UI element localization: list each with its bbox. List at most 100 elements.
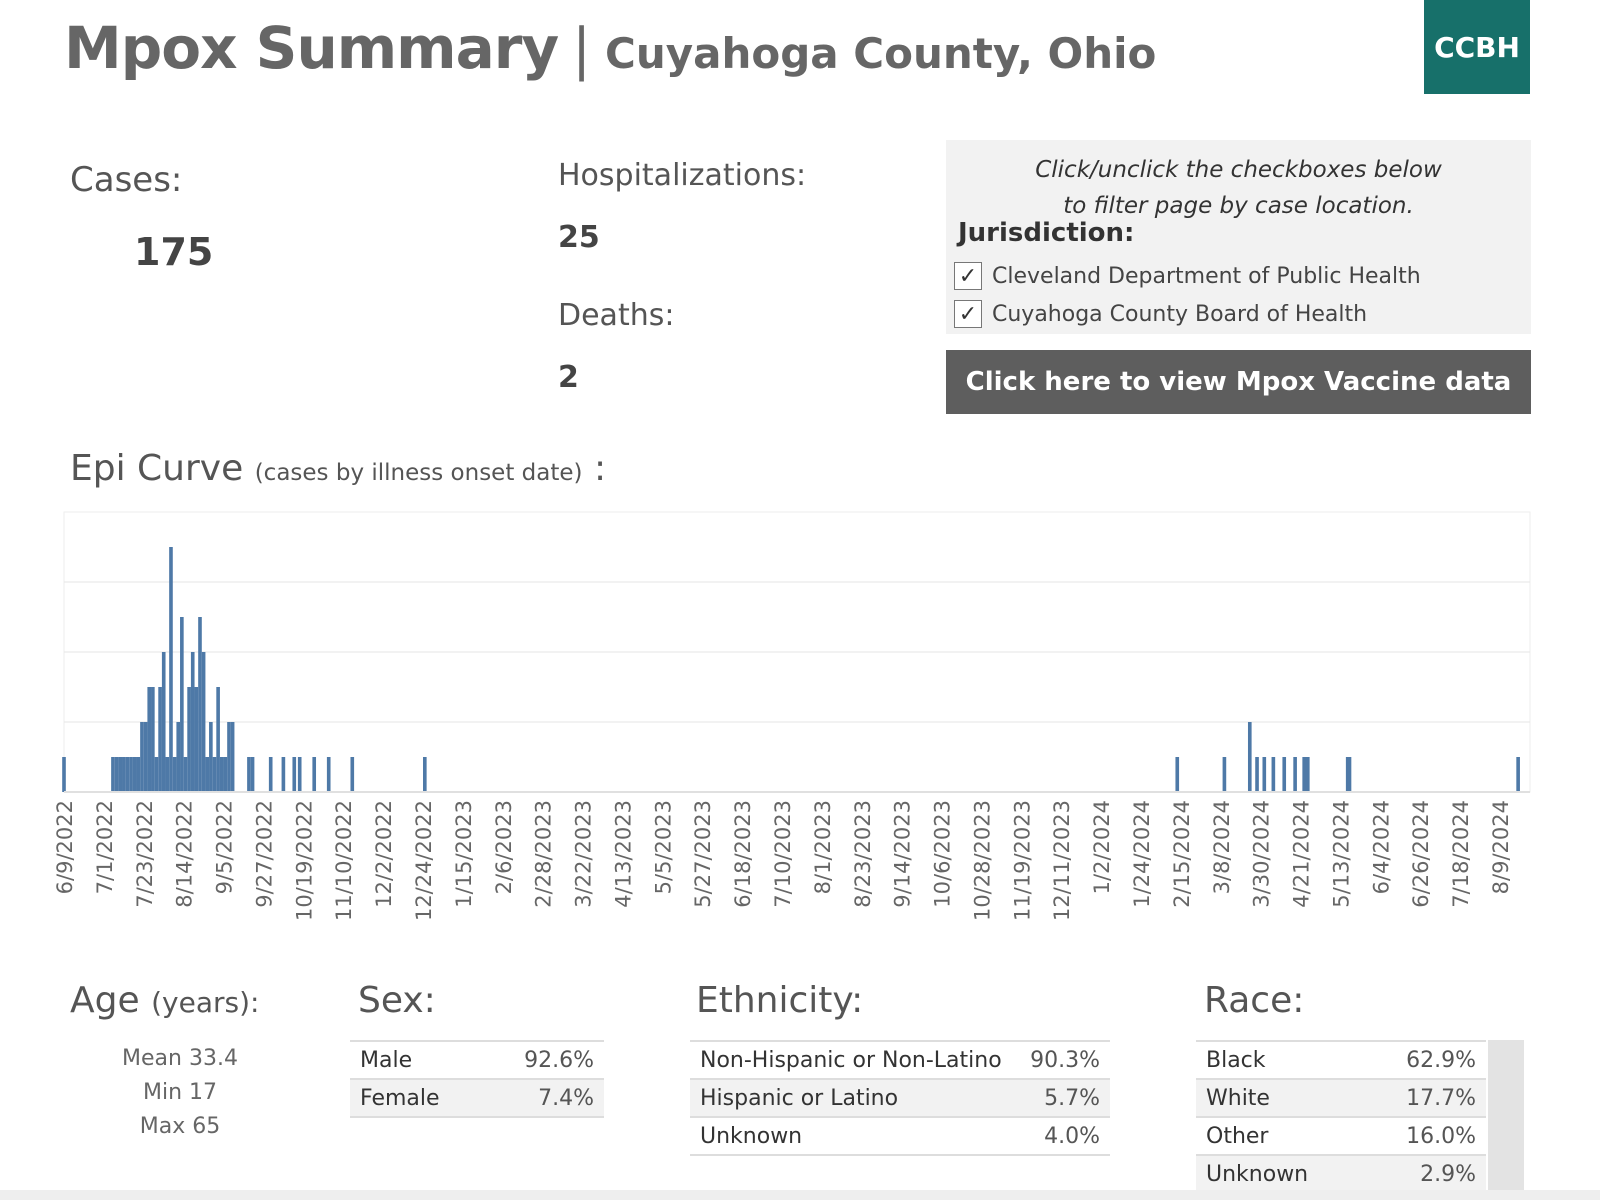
age-title-note: (years):: [151, 986, 260, 1019]
epi-bar[interactable]: [350, 757, 355, 792]
epi-bar[interactable]: [292, 757, 297, 792]
x-tick-label: 3/22/2023: [572, 800, 596, 908]
epi-bar[interactable]: [143, 722, 148, 792]
x-tick-label: 9/5/2022: [213, 800, 237, 894]
checkbox-cuyahoga[interactable]: ✓: [954, 300, 982, 328]
epi-bar[interactable]: [62, 757, 66, 792]
epi-bar[interactable]: [1222, 757, 1227, 792]
cases-value: 175: [134, 230, 214, 274]
ccbh-logo[interactable]: CCBH: [1424, 0, 1530, 94]
sex-label: Male: [350, 1040, 484, 1079]
x-tick-label: 8/9/2024: [1489, 800, 1513, 894]
x-tick-label: 3/8/2024: [1210, 800, 1234, 894]
epi-bar[interactable]: [1255, 757, 1259, 792]
x-tick-label: 10/19/2022: [292, 800, 316, 921]
epi-bar[interactable]: [230, 722, 235, 792]
sex-value: 92.6%: [483, 1040, 604, 1079]
epi-bar[interactable]: [250, 757, 255, 792]
epi-bar[interactable]: [423, 757, 427, 792]
epi-bar[interactable]: [281, 757, 286, 792]
epi-curve-chart[interactable]: 6/9/2022 7/1/2022 7/23/2022 8/14/2022 9/5/20…: [0, 500, 1600, 940]
epi-bar[interactable]: [180, 617, 184, 792]
epi-bar[interactable]: [326, 757, 331, 792]
race-title: Race:: [1204, 980, 1305, 1021]
table-row: White 17.7%: [1196, 1078, 1486, 1117]
epi-bar[interactable]: [1271, 757, 1276, 792]
x-tick-label: 10/28/2023: [970, 800, 994, 921]
epi-bar[interactable]: [194, 687, 199, 792]
epi-bar[interactable]: [187, 687, 191, 792]
epi-bar[interactable]: [1247, 722, 1252, 792]
epi-bar[interactable]: [1262, 757, 1267, 792]
checkbox-cleveland[interactable]: ✓: [954, 262, 982, 290]
epi-bar[interactable]: [172, 757, 177, 792]
x-tick-label: 5/5/2023: [651, 800, 675, 894]
deaths-value: 2: [558, 360, 579, 395]
epi-bar[interactable]: [1345, 757, 1350, 792]
sex-table: Male 92.6% Female 7.4%: [350, 1040, 604, 1118]
epi-bar[interactable]: [140, 722, 144, 792]
x-tick-label: 7/23/2022: [133, 800, 157, 908]
epi-bar[interactable]: [1282, 757, 1287, 792]
epi-bar[interactable]: [198, 617, 202, 792]
epi-bar[interactable]: [1175, 757, 1180, 792]
epi-bar[interactable]: [1293, 757, 1297, 792]
epi-bar[interactable]: [1516, 757, 1520, 792]
epi-bar[interactable]: [154, 757, 159, 792]
epi-bar[interactable]: [122, 757, 126, 792]
race-value: 17.7%: [1363, 1078, 1486, 1117]
x-tick-label: 5/27/2023: [691, 800, 715, 908]
x-tick-label: 2/28/2023: [532, 800, 556, 908]
epi-bar[interactable]: [161, 652, 166, 792]
epi-bar[interactable]: [212, 757, 217, 792]
epi-bar[interactable]: [219, 757, 224, 792]
epi-bar[interactable]: [169, 547, 173, 792]
epi-bar[interactable]: [1302, 757, 1306, 792]
age-max: Max 65: [139, 1114, 221, 1139]
race-label: Black: [1196, 1040, 1364, 1079]
epi-title-note: (cases by illness onset date): [254, 460, 583, 486]
epi-bar[interactable]: [165, 757, 170, 792]
x-tick-label: 6/9/2022: [53, 800, 77, 894]
filter-item-cleveland[interactable]: ✓ Cleveland Department of Public Health: [954, 262, 1421, 290]
epi-bar[interactable]: [312, 757, 317, 792]
epi-bar[interactable]: [125, 757, 130, 792]
epi-bar[interactable]: [129, 757, 133, 792]
epi-bar[interactable]: [136, 757, 141, 792]
page-subtitle: Cuyahoga County, Ohio: [605, 29, 1157, 78]
epi-bar[interactable]: [209, 722, 213, 792]
vaccine-data-button[interactable]: Click here to view Mpox Vaccine data: [946, 350, 1531, 414]
x-tick-label: 8/14/2022: [173, 800, 197, 908]
epi-bar[interactable]: [297, 757, 302, 792]
epi-bar[interactable]: [1347, 757, 1352, 792]
x-tick-label: 1/15/2023: [452, 800, 476, 908]
epi-bar[interactable]: [158, 687, 162, 792]
x-tick-label: 5/13/2024: [1329, 800, 1353, 908]
epi-bar[interactable]: [147, 687, 152, 792]
epi-bar[interactable]: [132, 757, 137, 792]
epi-bar[interactable]: [114, 757, 119, 792]
epi-bar[interactable]: [176, 722, 181, 792]
epi-bar[interactable]: [223, 757, 228, 792]
epi-bar[interactable]: [268, 757, 273, 792]
table-row: Hispanic or Latino 5.7%: [690, 1078, 1110, 1117]
ethnicity-value: 4.0%: [1018, 1116, 1110, 1156]
filter-item-cuyahoga[interactable]: ✓ Cuyahoga County Board of Health: [954, 300, 1367, 328]
epi-bar[interactable]: [118, 757, 123, 792]
epi-bar[interactable]: [1305, 757, 1310, 792]
epi-bar[interactable]: [111, 757, 115, 792]
epi-bar[interactable]: [190, 652, 195, 792]
filter-item-label: Cuyahoga County Board of Health: [992, 301, 1368, 327]
age-title: Age (years):: [70, 980, 259, 1021]
ethnicity-label: Non-Hispanic or Non-Latino: [690, 1040, 1019, 1079]
epi-bar[interactable]: [151, 687, 155, 792]
epi-bar[interactable]: [227, 722, 231, 792]
epi-bar[interactable]: [247, 757, 251, 792]
x-tick-label: 6/4/2024: [1369, 800, 1393, 894]
epi-bar[interactable]: [201, 652, 206, 792]
epi-bar[interactable]: [216, 687, 220, 792]
epi-bar[interactable]: [205, 757, 210, 792]
epi-bar[interactable]: [183, 757, 188, 792]
x-tick-label: 9/27/2022: [252, 800, 276, 908]
race-table-scrollbar[interactable]: [1488, 1040, 1524, 1200]
